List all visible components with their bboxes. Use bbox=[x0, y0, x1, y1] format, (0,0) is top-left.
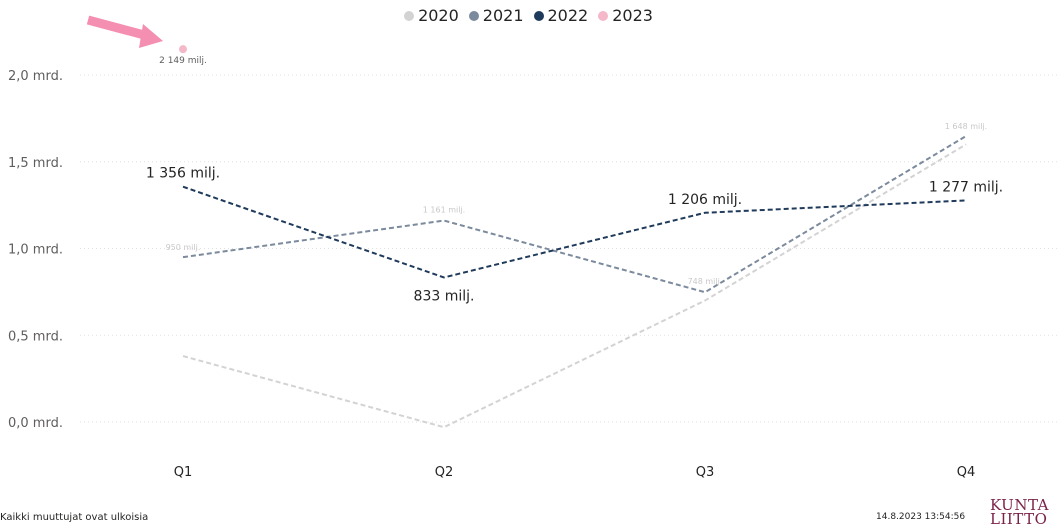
data-label-2021-Q1: 950 milj. bbox=[166, 243, 201, 252]
data-label-2022-Q2: 833 milj. bbox=[414, 288, 475, 304]
annotation-arrow-head bbox=[139, 24, 163, 48]
logo-line2: LIITTO bbox=[990, 510, 1048, 528]
data-label-2023-Q1: 2 149 milj. bbox=[159, 56, 207, 66]
legend-item-2020[interactable]: 2020 bbox=[404, 6, 459, 25]
data-label-2022-Q4: 1 277 milj. bbox=[929, 179, 1003, 195]
y-tick-label-2: 1,0 mrd. bbox=[8, 243, 63, 258]
x-tick-label-2: Q3 bbox=[696, 465, 715, 480]
legend-marker-2020 bbox=[404, 10, 415, 21]
timestamp: 14.8.2023 13:54:56 bbox=[876, 512, 966, 522]
legend-item-2023[interactable]: 2023 bbox=[598, 6, 653, 25]
legend-item-2022[interactable]: 2022 bbox=[533, 6, 589, 25]
y-tick-label-3: 1,5 mrd. bbox=[8, 156, 63, 171]
legend-label-2021: 2021 bbox=[482, 6, 524, 25]
x-tick-label-3: Q4 bbox=[957, 465, 976, 480]
legend-item-2021[interactable]: 2021 bbox=[468, 6, 524, 25]
kuntaliitto-logo: KUNTA LIITTO bbox=[990, 496, 1057, 528]
series-line-2021 bbox=[182, 135, 967, 294]
x-tick-label-1: Q2 bbox=[435, 465, 454, 480]
data-label-2022-Q3: 1 206 milj. bbox=[668, 192, 742, 208]
legend-label-2020: 2020 bbox=[418, 6, 459, 25]
footer-note: Kaikki muuttujat ovat ulkoisia bbox=[0, 512, 149, 523]
legend-marker-2023 bbox=[598, 10, 609, 21]
series-line-2022 bbox=[182, 185, 967, 279]
legend-label-2023: 2023 bbox=[612, 6, 653, 25]
annotation-arrow-shaft bbox=[86, 15, 150, 41]
legend-label-2022: 2022 bbox=[547, 6, 589, 25]
data-label-2021-Q4: 1 648 milj. bbox=[945, 122, 987, 131]
series-line-2020 bbox=[182, 143, 967, 429]
series-point-2023 bbox=[179, 45, 187, 54]
data-label-2021-Q3: 748 milj. bbox=[688, 277, 723, 286]
chart-legend: 2020 2021 2022 2023 bbox=[0, 6, 1057, 25]
y-tick-label-1: 0,5 mrd. bbox=[8, 329, 63, 344]
data-label-2021-Q2: 1 161 milj. bbox=[423, 206, 465, 215]
legend-marker-2021 bbox=[468, 10, 479, 21]
legend-marker-2022 bbox=[533, 10, 544, 21]
logo-line1: KUNTA bbox=[990, 496, 1049, 514]
x-tick-label-0: Q1 bbox=[174, 465, 193, 480]
y-tick-label-0: 0,0 mrd. bbox=[8, 416, 63, 431]
data-label-2022-Q1: 1 356 milj. bbox=[146, 166, 220, 182]
y-tick-label-4: 2,0 mrd. bbox=[8, 69, 63, 84]
